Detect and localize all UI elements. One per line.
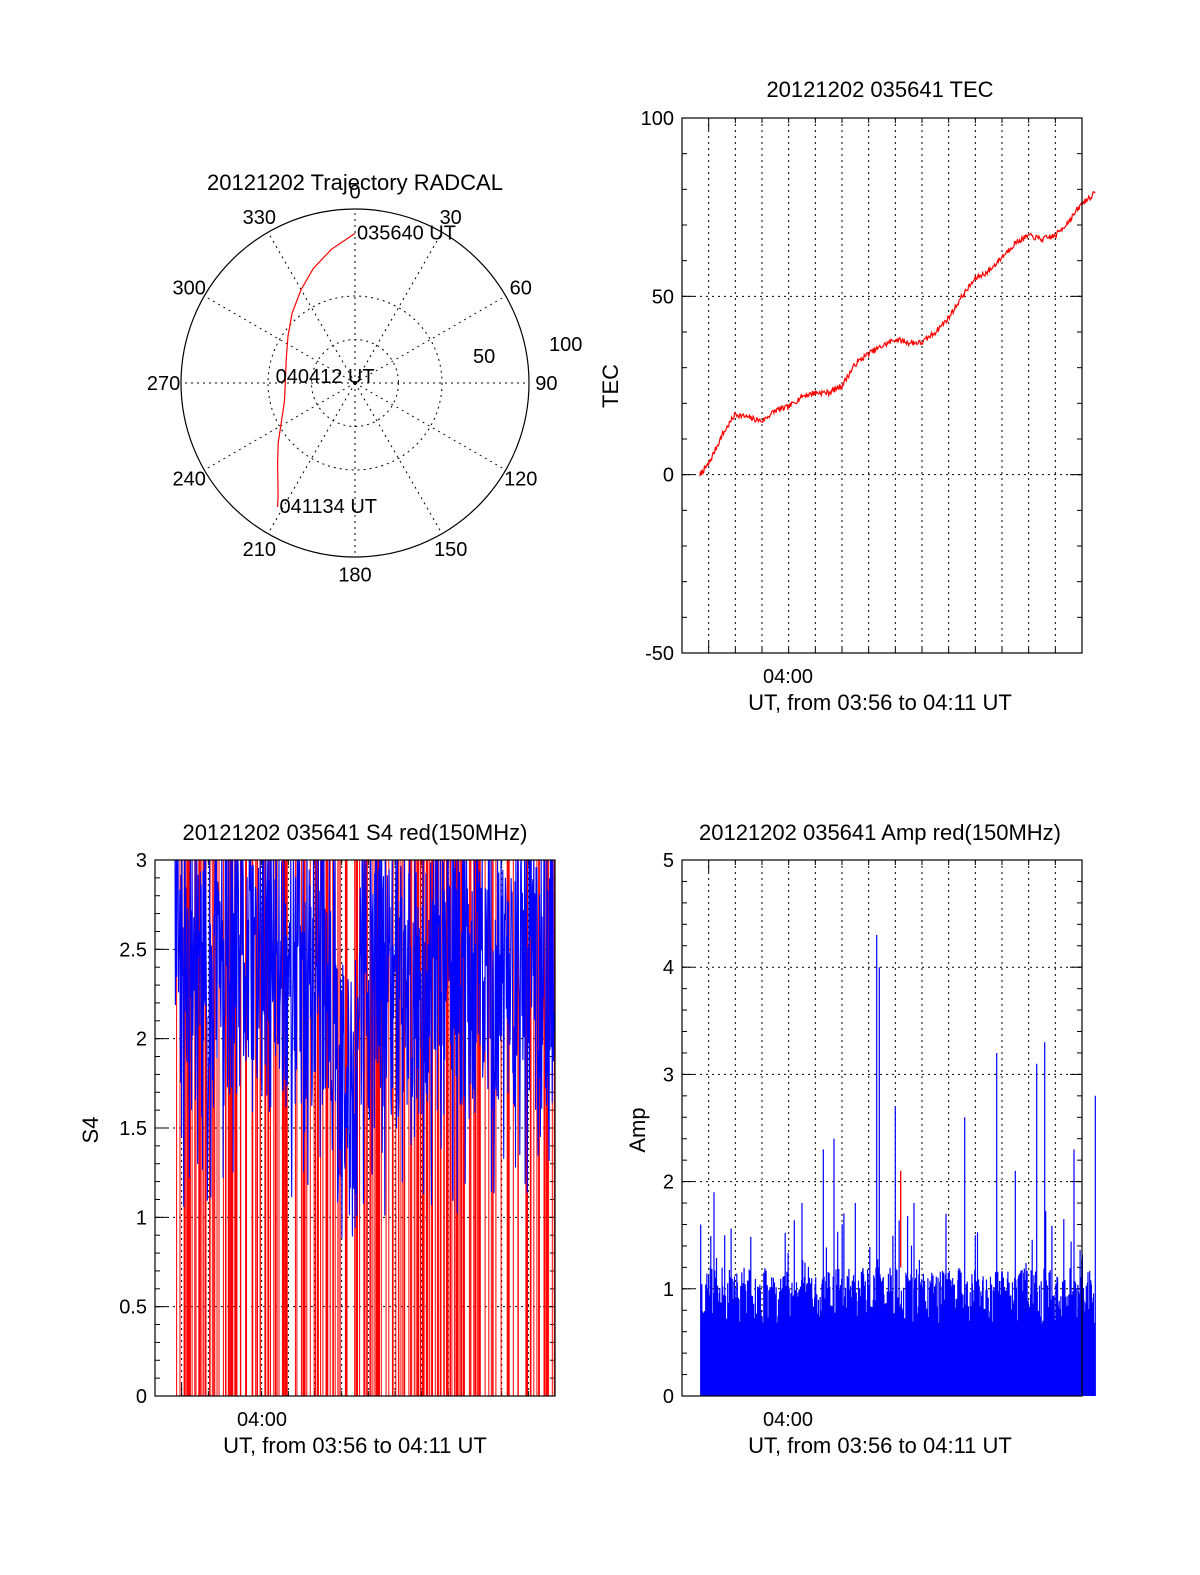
polar-angle-label: 0: [349, 182, 360, 204]
polar-angle-label: 330: [243, 207, 276, 229]
y-tick-label: 0: [663, 465, 674, 487]
tec-grid: [682, 118, 1082, 653]
amp-y-axis-label: Amp: [625, 1107, 650, 1152]
polar-angle-label: 60: [510, 277, 532, 299]
tec-chart: 20121202 035641 TEC -50 0 50 100 04:00 UT, …: [598, 77, 1096, 715]
polar-annotation: 035640 UT: [357, 222, 456, 244]
polar-grid-spoke: [267, 232, 356, 384]
polar-angle-label: 90: [535, 373, 557, 395]
polar-grid-circle: [267, 295, 443, 471]
polar-angle-label: 150: [434, 539, 467, 561]
y-tick-label: 2: [136, 1029, 147, 1051]
polar-angle-label: 300: [173, 277, 206, 299]
tec-y-axis-label: TEC: [598, 364, 623, 408]
amp-x-tick-label: 04:00: [763, 1409, 813, 1431]
polar-grid-spoke: [354, 382, 506, 471]
polar-trajectory-chart: 20121202 Trajectory RADCAL 0 30 60 90 120 150…: [147, 170, 582, 586]
s4-series: [174, 860, 555, 1396]
polar-outer-circle: [180, 208, 530, 558]
amp-series: [700, 935, 1096, 1396]
y-tick-label: 1: [663, 1279, 674, 1301]
y-tick-label: 5: [663, 850, 674, 872]
polar-angle-label: 240: [173, 469, 206, 491]
s4-plot-frame: [154, 859, 556, 1397]
y-tick-label: 100: [641, 108, 674, 130]
polar-grid-spoke: [204, 295, 356, 384]
polar-angle-label: 210: [243, 539, 276, 561]
y-tick-label: 2: [663, 1172, 674, 1194]
polar-angle-label: 30: [440, 207, 462, 229]
s4-blue-line: [174, 860, 555, 1239]
polar-radial-tick: 50: [473, 346, 495, 368]
s4-x-tick-label: 04:00: [237, 1409, 287, 1431]
polar-annotation: 040412 UT: [276, 366, 375, 388]
tec-series: [699, 190, 1096, 477]
y-tick-label: 0: [136, 1386, 147, 1408]
s4-chart: 20121202 035641 S4 red(150MHz) 0 0.5 1 1.5 2…: [78, 820, 556, 1458]
y-tick-label: 0.5: [119, 1297, 147, 1319]
polar-angle-labels: 0 30 60 90 120 150 180 210 240 270 300 330: [147, 182, 558, 587]
tec-x-tick-label: 04:00: [763, 666, 813, 688]
tec-plot-frame: [681, 117, 1083, 654]
amp-title: 20121202 035641 Amp red(150MHz): [699, 820, 1061, 845]
y-tick-label: 0: [663, 1386, 674, 1408]
satellite-trajectory-line: [276, 232, 356, 508]
polar-angle-label: 270: [147, 373, 180, 395]
polar-angle-label: 120: [504, 469, 537, 491]
tec-ticks: -50 0 50 100: [641, 108, 1082, 665]
tec-title: 20121202 035641 TEC: [766, 77, 993, 102]
tec-line: [699, 190, 1096, 477]
polar-annotation: 041134 UT: [280, 496, 377, 518]
y-tick-label: 4: [663, 957, 674, 979]
polar-grid-spoke: [354, 295, 506, 384]
polar-grid-spoke: [354, 232, 443, 384]
y-tick-label: 50: [652, 286, 674, 308]
y-tick-label: -50: [645, 643, 674, 665]
amp-chart: 20121202 035641 Amp red(150MHz) 0 1 2 3 4 5 0…: [625, 820, 1096, 1458]
s4-y-axis-label: S4: [78, 1117, 103, 1144]
polar-radial-tick: 100: [549, 334, 582, 356]
y-tick-label: 3: [663, 1064, 674, 1086]
polar-grid: [181, 209, 529, 557]
s4-x-axis-label: UT, from 03:56 to 04:11 UT: [223, 1433, 487, 1458]
polar-title: 20121202 Trajectory RADCAL: [207, 170, 503, 195]
tec-x-axis-label: UT, from 03:56 to 04:11 UT: [748, 690, 1012, 715]
amp-x-axis-label: UT, from 03:56 to 04:11 UT: [748, 1433, 1012, 1458]
amp-plot-frame: [681, 859, 1083, 1397]
y-tick-label: 1.5: [119, 1118, 147, 1140]
polar-angle-label: 180: [338, 564, 371, 586]
s4-title: 20121202 035641 S4 red(150MHz): [183, 820, 528, 845]
polar-grid-spoke: [267, 382, 356, 534]
s4-red-spikes: [176, 860, 555, 1396]
y-tick-label: 2.5: [119, 939, 147, 961]
polar-grid-spoke: [354, 382, 443, 534]
y-tick-label: 3: [136, 850, 147, 872]
y-tick-label: 1: [136, 1207, 147, 1229]
amp-blue-spikes: [700, 935, 1096, 1396]
polar-grid-spoke: [204, 382, 356, 471]
